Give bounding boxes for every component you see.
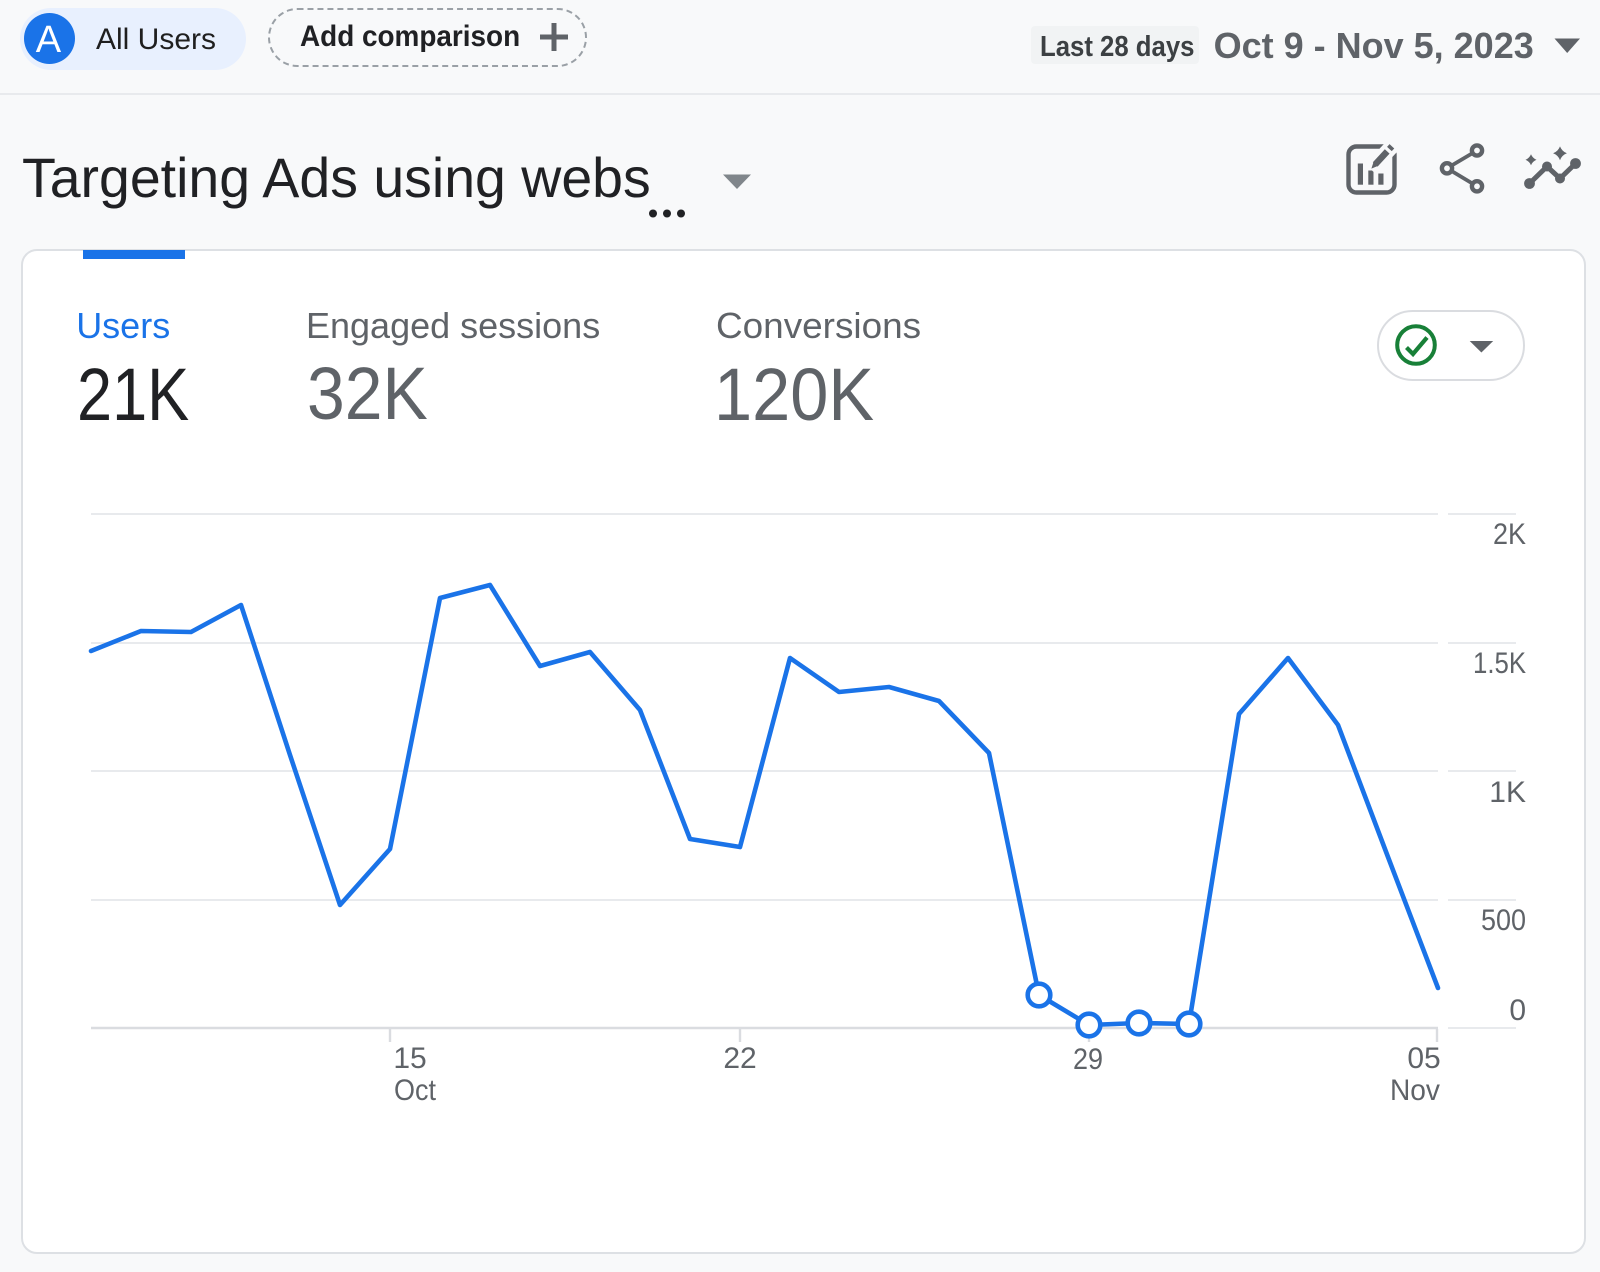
svg-text:22: 22 xyxy=(723,1042,756,1075)
svg-text:15: 15 xyxy=(393,1042,426,1075)
svg-text:500: 500 xyxy=(1481,904,1526,937)
svg-text:Nov: Nov xyxy=(1390,1074,1440,1107)
svg-text:1.5K: 1.5K xyxy=(1473,647,1526,680)
svg-text:Oct: Oct xyxy=(394,1074,437,1107)
svg-text:2K: 2K xyxy=(1493,518,1526,551)
svg-text:05: 05 xyxy=(1407,1042,1440,1075)
svg-text:29: 29 xyxy=(1073,1043,1103,1076)
svg-text:1K: 1K xyxy=(1489,776,1526,809)
svg-text:0: 0 xyxy=(1509,994,1526,1027)
